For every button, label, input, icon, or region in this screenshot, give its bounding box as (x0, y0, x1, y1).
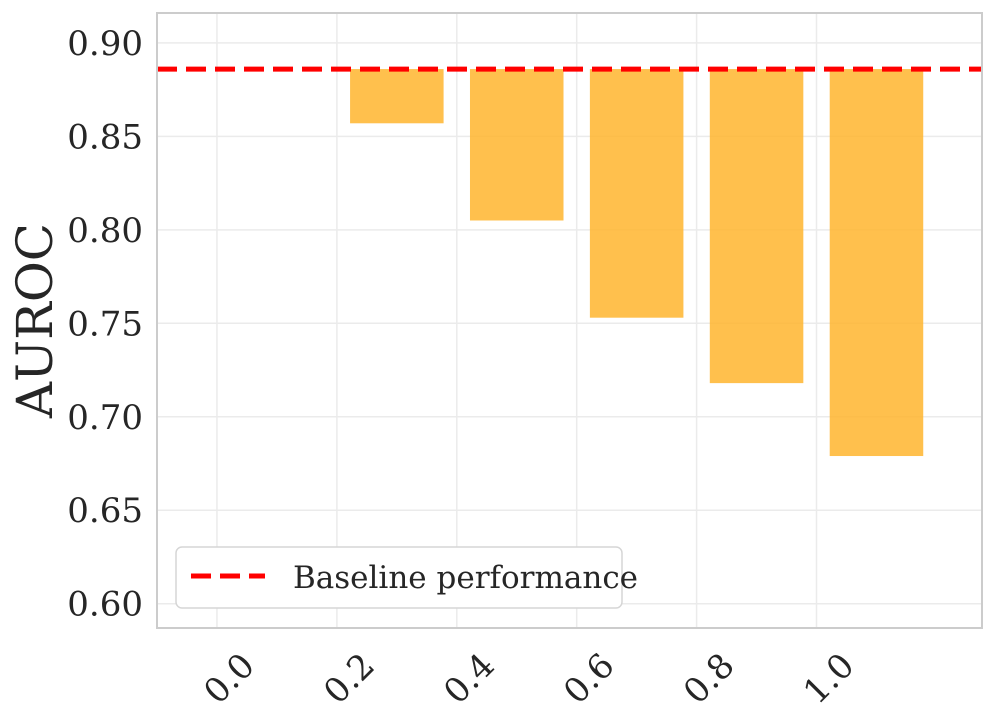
grid-lines (157, 13, 982, 628)
legend: Baseline performance (175, 546, 638, 609)
y-tick-label-0.70: 0.70 (67, 398, 143, 438)
plot-frame (156, 12, 983, 629)
bar-1.0 (829, 69, 924, 457)
y-tick-label-0.90: 0.90 (67, 24, 143, 64)
y-tick-labels: 0.60 0.65 0.70 0.75 0.80 0.85 0.90 (67, 24, 143, 625)
bar-0.6 (589, 69, 684, 318)
y-tick-label-0.75: 0.75 (67, 304, 143, 344)
y-tick-label-0.80: 0.80 (67, 211, 143, 251)
y-axis-label: AUROC (6, 223, 64, 419)
legend-box (175, 546, 623, 609)
y-tick-label-0.60: 0.60 (67, 585, 143, 625)
bars (350, 69, 924, 457)
bar-0.4 (469, 69, 564, 221)
legend-label-baseline: Baseline performance (293, 560, 638, 596)
y-tick-label-0.65: 0.65 (67, 491, 143, 531)
bar-0.8 (709, 69, 804, 384)
y-tick-label-0.85: 0.85 (67, 117, 143, 157)
bar-0.2 (350, 69, 444, 124)
